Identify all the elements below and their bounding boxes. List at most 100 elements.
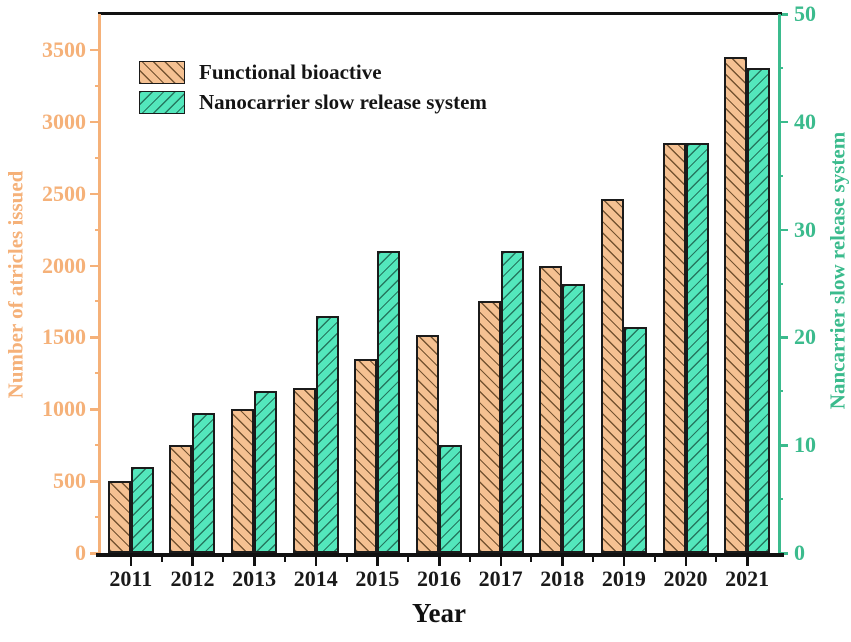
legend: Functional bioactive Nanocarrier slow re…	[139, 60, 487, 115]
bar-functional-bioactive-2012	[169, 445, 193, 553]
right-axis-minor-tick	[778, 498, 783, 501]
right-axis-title: Nancarrier slow release system	[825, 131, 850, 410]
right-tick-label-40: 40	[794, 108, 816, 134]
left-axis-minor-tick	[95, 372, 100, 375]
bottom-spine	[96, 553, 784, 557]
x-tick-label-2017: 2017	[478, 566, 523, 591]
left-tick-label-2000: 2000	[42, 252, 86, 278]
x-tick-label-2021: 2021	[725, 566, 770, 591]
x-tick-label-2019: 2019	[601, 566, 646, 591]
left-axis-major-tick	[90, 192, 100, 196]
bar-nanocarrier-2011	[130, 466, 154, 553]
left-axis-major-tick	[90, 552, 100, 555]
x-tick-label-2013: 2013	[232, 566, 277, 591]
bar-nanocarrier-2014	[315, 315, 339, 553]
x-axis-minor-tick	[592, 557, 595, 562]
legend-label: Nanocarrier slow release system	[199, 90, 487, 114]
left-tick-label-2500: 2500	[42, 180, 86, 206]
x-tick-label-2016: 2016	[417, 566, 461, 591]
right-axis-minor-tick	[778, 174, 783, 177]
bar-functional-bioactive-2015	[354, 358, 378, 553]
bar-nanocarrier-2018	[562, 283, 586, 553]
x-tick-label-2011: 2011	[109, 566, 153, 591]
right-tick-label-10: 10	[794, 432, 816, 458]
x-tick-label-2015: 2015	[355, 566, 400, 591]
bar-functional-bioactive-2013	[231, 409, 255, 553]
left-axis-major-tick	[90, 48, 100, 52]
right-axis-minor-tick	[778, 282, 783, 285]
x-axis-minor-tick	[530, 557, 533, 562]
right-spine	[778, 14, 781, 555]
left-tick-label-0: 0	[75, 540, 86, 565]
x-axis-major-tick-2016	[438, 557, 441, 566]
left-tick-label-3000: 3000	[42, 108, 86, 134]
right-axis-major-tick	[778, 336, 788, 339]
x-axis-major-tick-2018	[561, 557, 564, 566]
legend-swatch-nanocarrier	[139, 91, 185, 114]
right-axis-major-tick	[778, 13, 788, 16]
x-axis-major-tick-2017	[499, 557, 503, 566]
right-tick-label-30: 30	[794, 216, 816, 242]
x-tick-label-2018: 2018	[540, 566, 585, 591]
bar-functional-bioactive-2018	[539, 265, 563, 553]
left-tick-label-3500: 3500	[42, 36, 86, 62]
x-axis-major-tick-2019	[622, 557, 626, 566]
right-tick-label-50: 50	[794, 1, 816, 26]
x-tick-label-2012: 2012	[170, 566, 215, 591]
x-axis-major-tick-2011	[129, 557, 133, 566]
right-axis-minor-tick	[778, 66, 783, 69]
x-tick-label-2020: 2020	[663, 566, 708, 591]
right-axis-major-tick	[778, 120, 788, 124]
x-axis-minor-tick	[345, 557, 348, 562]
left-axis-minor-tick	[95, 84, 100, 87]
left-tick-label-1000: 1000	[42, 396, 86, 422]
x-axis-minor-tick	[283, 557, 286, 562]
right-tick-label-0: 0	[794, 540, 805, 565]
bar-nanocarrier-2021	[747, 67, 771, 553]
bar-nanocarrier-2012	[192, 412, 216, 553]
right-tick-label-20: 20	[794, 324, 816, 350]
bar-functional-bioactive-2014	[292, 387, 316, 553]
x-axis-minor-tick	[715, 557, 718, 562]
legend-item-nanocarrier: Nanocarrier slow release system	[139, 90, 487, 115]
bar-nanocarrier-2017	[500, 251, 524, 553]
x-axis-major-tick-2012	[191, 557, 194, 566]
right-axis-major-tick	[778, 228, 788, 232]
legend-label: Functional bioactive	[199, 60, 382, 84]
x-axis-minor-tick	[222, 557, 225, 562]
right-axis-major-tick	[778, 444, 788, 447]
left-axis-major-tick	[90, 336, 100, 339]
left-axis-major-tick	[90, 120, 100, 124]
bar-nanocarrier-2019	[623, 326, 647, 553]
x-axis-minor-tick	[407, 557, 410, 562]
legend-swatch-functional-bioactive	[139, 61, 185, 84]
bars-layer	[100, 14, 778, 553]
bar-functional-bioactive-2017	[477, 301, 501, 553]
left-axis-minor-tick	[95, 300, 100, 303]
left-axis-minor-tick	[95, 156, 100, 159]
bar-functional-bioactive-2011	[107, 481, 131, 553]
x-axis-minor-tick	[160, 557, 163, 562]
bar-nanocarrier-2015	[377, 251, 401, 553]
x-axis-title: Year	[412, 598, 466, 628]
left-tick-label-1500: 1500	[42, 324, 86, 350]
x-axis-major-tick-2020	[684, 557, 688, 566]
bar-nanocarrier-2020	[685, 143, 709, 553]
left-axis-minor-tick	[95, 228, 100, 231]
left-spine	[98, 14, 101, 555]
left-tick-label-500: 500	[53, 468, 86, 494]
x-axis-minor-tick	[468, 557, 471, 562]
bar-nanocarrier-2013	[254, 391, 278, 553]
left-axis-title: Number of atricles issued	[3, 170, 28, 399]
x-axis-major-tick-2021	[746, 557, 749, 566]
right-axis-minor-tick	[778, 390, 783, 393]
legend-item-functional-bioactive: Functional bioactive	[139, 60, 487, 85]
x-tick-label-2014: 2014	[293, 566, 338, 591]
left-axis-minor-tick	[95, 516, 100, 519]
bar-nanocarrier-2016	[439, 445, 462, 553]
bar-functional-bioactive-2016	[416, 334, 439, 553]
bar-functional-bioactive-2019	[600, 199, 624, 553]
top-spine	[98, 12, 782, 15]
x-axis-major-tick-2013	[253, 557, 256, 566]
